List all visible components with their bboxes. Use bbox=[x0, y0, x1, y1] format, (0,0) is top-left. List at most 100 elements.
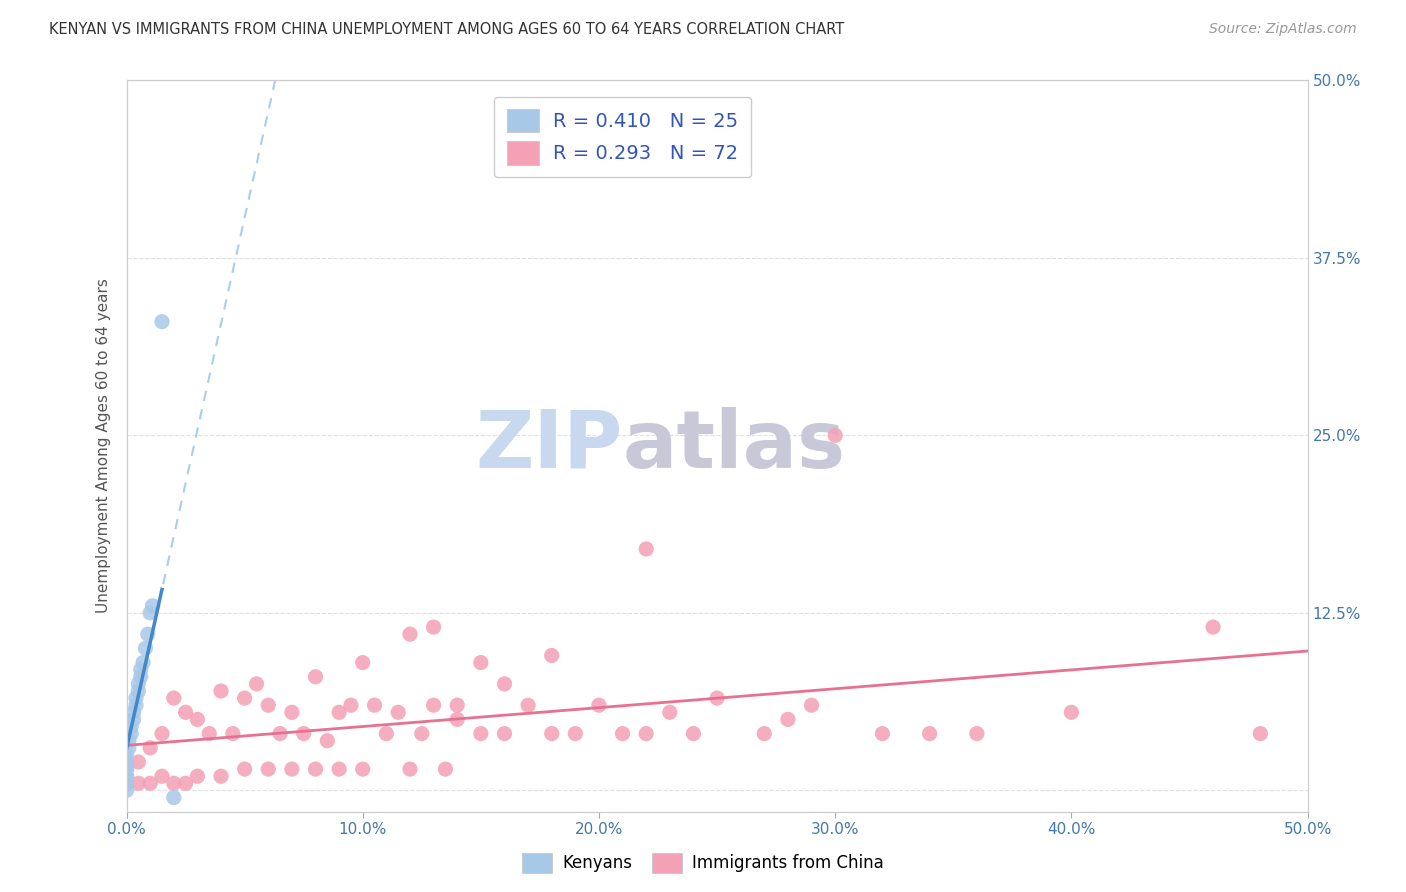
Point bbox=[636, 726, 658, 740]
Point bbox=[139, 776, 162, 790]
Legend: R = 0.410   N = 25, R = 0.293   N = 72: R = 0.410 N = 25, R = 0.293 N = 72 bbox=[494, 96, 751, 178]
Point bbox=[612, 726, 634, 740]
Point bbox=[125, 691, 148, 706]
Point bbox=[122, 713, 145, 727]
Point bbox=[422, 698, 444, 713]
Point bbox=[918, 726, 941, 740]
Point bbox=[115, 776, 138, 790]
Point bbox=[352, 656, 374, 670]
Point bbox=[540, 726, 562, 740]
Point bbox=[115, 783, 138, 797]
Point bbox=[163, 790, 186, 805]
Point bbox=[209, 684, 232, 698]
Point bbox=[399, 762, 422, 776]
Point bbox=[540, 648, 562, 663]
Point bbox=[118, 733, 141, 747]
Point bbox=[120, 726, 142, 740]
Point bbox=[186, 769, 208, 783]
Point bbox=[446, 713, 468, 727]
Point bbox=[411, 726, 433, 740]
Point bbox=[127, 776, 149, 790]
Point bbox=[139, 740, 162, 755]
Point bbox=[150, 726, 173, 740]
Text: ZIP: ZIP bbox=[475, 407, 623, 485]
Point bbox=[470, 726, 492, 740]
Point bbox=[115, 769, 138, 783]
Point bbox=[316, 733, 339, 747]
Point bbox=[269, 726, 291, 740]
Point bbox=[328, 706, 350, 720]
Point bbox=[132, 656, 155, 670]
Point bbox=[1249, 726, 1271, 740]
Text: KENYAN VS IMMIGRANTS FROM CHINA UNEMPLOYMENT AMONG AGES 60 TO 64 YEARS CORRELATI: KENYAN VS IMMIGRANTS FROM CHINA UNEMPLOY… bbox=[49, 22, 845, 37]
Point bbox=[363, 698, 385, 713]
Text: atlas: atlas bbox=[623, 407, 845, 485]
Point bbox=[375, 726, 398, 740]
Point bbox=[387, 706, 409, 720]
Point bbox=[118, 740, 141, 755]
Point bbox=[150, 315, 173, 329]
Point bbox=[352, 762, 374, 776]
Point bbox=[872, 726, 894, 740]
Point bbox=[706, 691, 728, 706]
Point bbox=[186, 713, 208, 727]
Point bbox=[1060, 706, 1083, 720]
Point bbox=[422, 620, 444, 634]
Point bbox=[115, 769, 138, 783]
Point bbox=[304, 762, 326, 776]
Point bbox=[134, 641, 156, 656]
Point bbox=[163, 776, 186, 790]
Text: Source: ZipAtlas.com: Source: ZipAtlas.com bbox=[1209, 22, 1357, 37]
Point bbox=[233, 691, 256, 706]
Point bbox=[115, 747, 138, 762]
Point bbox=[245, 677, 267, 691]
Point bbox=[122, 706, 145, 720]
Point bbox=[564, 726, 586, 740]
Point bbox=[127, 684, 149, 698]
Point bbox=[127, 755, 149, 769]
Point bbox=[636, 541, 658, 556]
Point bbox=[494, 677, 516, 691]
Point bbox=[658, 706, 681, 720]
Point bbox=[340, 698, 363, 713]
Point bbox=[115, 762, 138, 776]
Point bbox=[257, 698, 280, 713]
Point bbox=[754, 726, 776, 740]
Point bbox=[174, 776, 197, 790]
Point bbox=[304, 670, 326, 684]
Point bbox=[399, 627, 422, 641]
Point bbox=[494, 726, 516, 740]
Point bbox=[129, 670, 152, 684]
Point bbox=[281, 762, 304, 776]
Legend: Kenyans, Immigrants from China: Kenyans, Immigrants from China bbox=[516, 847, 890, 880]
Point bbox=[120, 719, 142, 733]
Point bbox=[174, 706, 197, 720]
Point bbox=[292, 726, 315, 740]
Point bbox=[966, 726, 988, 740]
Point bbox=[470, 656, 492, 670]
Point bbox=[163, 691, 186, 706]
Point bbox=[257, 762, 280, 776]
Point bbox=[198, 726, 221, 740]
Point bbox=[776, 713, 799, 727]
Point bbox=[328, 762, 350, 776]
Point bbox=[682, 726, 704, 740]
Point bbox=[233, 762, 256, 776]
Point bbox=[125, 698, 148, 713]
Point bbox=[129, 663, 152, 677]
Point bbox=[136, 627, 159, 641]
Point bbox=[115, 762, 138, 776]
Point bbox=[115, 755, 138, 769]
Point bbox=[1202, 620, 1225, 634]
Point bbox=[115, 776, 138, 790]
Point bbox=[434, 762, 457, 776]
Point bbox=[139, 606, 162, 620]
Y-axis label: Unemployment Among Ages 60 to 64 years: Unemployment Among Ages 60 to 64 years bbox=[96, 278, 111, 614]
Point bbox=[209, 769, 232, 783]
Point bbox=[517, 698, 540, 713]
Point bbox=[141, 599, 163, 613]
Point bbox=[150, 769, 173, 783]
Point bbox=[222, 726, 245, 740]
Point bbox=[800, 698, 823, 713]
Point bbox=[446, 698, 468, 713]
